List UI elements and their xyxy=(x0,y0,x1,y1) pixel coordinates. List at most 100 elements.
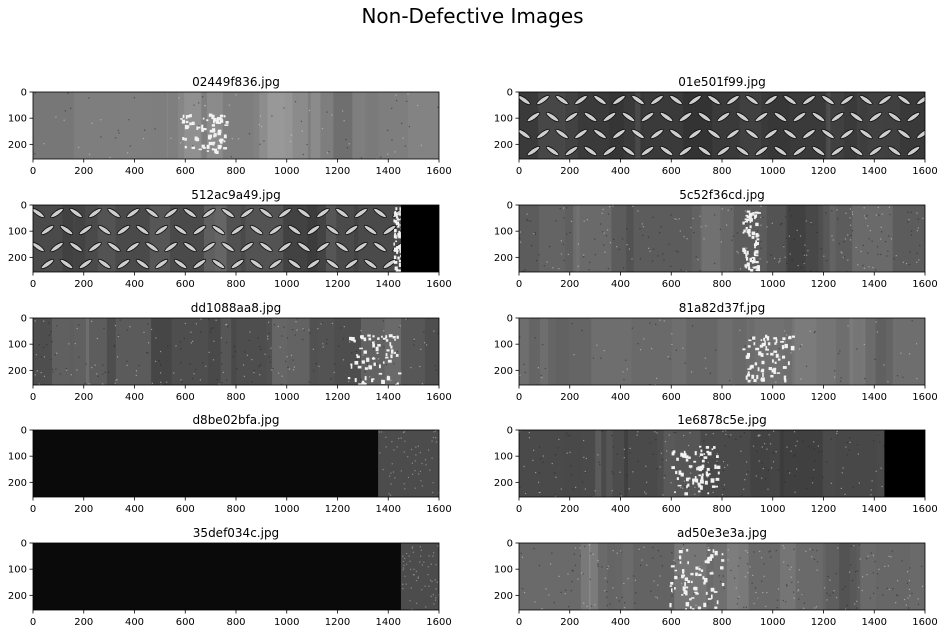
x-tick-label: 1000 xyxy=(760,279,785,290)
image-content xyxy=(33,430,439,497)
x-tick-label: 1000 xyxy=(274,504,299,515)
x-tick-label: 1400 xyxy=(862,279,887,290)
x-tick-label: 1400 xyxy=(376,166,401,177)
x-tick-label: 1400 xyxy=(862,504,887,515)
x-tick-label: 1600 xyxy=(912,392,937,403)
x-tick-label: 1600 xyxy=(426,279,451,290)
x-tick-label: 0 xyxy=(516,504,522,515)
x-tick-label: 1600 xyxy=(912,166,937,177)
x-tick-label: 600 xyxy=(662,166,681,177)
x-tick-label: 1600 xyxy=(426,392,451,403)
x-tick-label: 600 xyxy=(176,504,195,515)
x-tick-label: 600 xyxy=(662,617,681,628)
y-tick-label: 0 xyxy=(507,426,513,437)
x-tick-label: 1200 xyxy=(325,166,350,177)
x-tick-label: 400 xyxy=(611,166,630,177)
y-tick-label: 100 xyxy=(494,114,513,125)
y-tick-label: 200 xyxy=(8,253,27,264)
y-tick-label: 200 xyxy=(494,366,513,377)
x-tick-label: 800 xyxy=(712,166,731,177)
x-tick-label: 600 xyxy=(662,279,681,290)
x-tick-label: 800 xyxy=(226,392,245,403)
x-tick-label: 200 xyxy=(74,617,93,628)
x-tick-label: 1200 xyxy=(811,279,836,290)
x-tick-label: 0 xyxy=(516,392,522,403)
x-tick-label: 800 xyxy=(712,392,731,403)
panel-title: ad50e3e3a.jpg xyxy=(677,526,767,540)
y-tick-label: 0 xyxy=(21,201,27,212)
x-tick-label: 1000 xyxy=(274,617,299,628)
panel-title: 02449f836.jpg xyxy=(192,75,280,89)
x-tick-label: 1200 xyxy=(811,504,836,515)
x-tick-label: 400 xyxy=(125,504,144,515)
x-tick-label: 200 xyxy=(560,279,579,290)
y-tick-label: 100 xyxy=(494,452,513,463)
x-tick-label: 0 xyxy=(516,617,522,628)
x-tick-label: 600 xyxy=(662,504,681,515)
panel-title: d8be02bfa.jpg xyxy=(192,413,279,427)
y-tick-label: 0 xyxy=(21,539,27,550)
x-tick-label: 1600 xyxy=(912,617,937,628)
x-tick-label: 200 xyxy=(74,279,93,290)
x-tick-label: 400 xyxy=(125,279,144,290)
x-tick-label: 200 xyxy=(560,617,579,628)
x-tick-label: 800 xyxy=(226,617,245,628)
x-tick-label: 800 xyxy=(712,504,731,515)
y-tick-label: 200 xyxy=(494,591,513,602)
y-tick-label: 0 xyxy=(507,88,513,99)
image-content xyxy=(519,92,925,159)
x-tick-label: 1600 xyxy=(912,279,937,290)
x-tick-label: 1200 xyxy=(325,392,350,403)
x-tick-label: 1000 xyxy=(760,166,785,177)
image-content xyxy=(33,92,439,159)
y-tick-label: 0 xyxy=(21,426,27,437)
x-tick-label: 0 xyxy=(30,166,36,177)
y-tick-label: 200 xyxy=(8,366,27,377)
panel-title: 81a82d37f.jpg xyxy=(679,301,766,315)
x-tick-label: 1600 xyxy=(426,617,451,628)
x-tick-label: 1600 xyxy=(912,504,937,515)
x-tick-label: 200 xyxy=(74,166,93,177)
y-tick-label: 100 xyxy=(8,227,27,238)
x-tick-label: 200 xyxy=(560,392,579,403)
y-tick-label: 0 xyxy=(21,88,27,99)
y-tick-label: 100 xyxy=(8,452,27,463)
x-tick-label: 600 xyxy=(176,617,195,628)
panel-title: 512ac9a49.jpg xyxy=(191,188,281,202)
x-tick-label: 0 xyxy=(30,617,36,628)
x-tick-label: 800 xyxy=(226,166,245,177)
y-tick-label: 200 xyxy=(8,591,27,602)
image-content xyxy=(519,318,925,385)
y-tick-label: 200 xyxy=(494,140,513,151)
x-tick-label: 1400 xyxy=(862,617,887,628)
x-tick-label: 600 xyxy=(176,392,195,403)
x-tick-label: 1200 xyxy=(325,504,350,515)
figure-title: Non-Defective Images xyxy=(361,4,584,28)
y-tick-label: 0 xyxy=(507,539,513,550)
image-content xyxy=(519,543,925,610)
x-tick-label: 200 xyxy=(560,166,579,177)
x-tick-label: 800 xyxy=(712,279,731,290)
x-tick-label: 400 xyxy=(125,392,144,403)
y-tick-label: 100 xyxy=(494,340,513,351)
x-tick-label: 1000 xyxy=(274,279,299,290)
x-tick-label: 400 xyxy=(125,166,144,177)
x-tick-label: 600 xyxy=(176,166,195,177)
x-tick-label: 1400 xyxy=(376,279,401,290)
x-tick-label: 1000 xyxy=(760,504,785,515)
x-tick-label: 200 xyxy=(74,504,93,515)
y-tick-label: 100 xyxy=(8,114,27,125)
x-tick-label: 1000 xyxy=(760,617,785,628)
panel-title: 01e501f99.jpg xyxy=(678,75,765,89)
y-tick-label: 100 xyxy=(494,227,513,238)
x-tick-label: 0 xyxy=(30,504,36,515)
x-tick-label: 1200 xyxy=(325,617,350,628)
x-tick-label: 0 xyxy=(30,279,36,290)
